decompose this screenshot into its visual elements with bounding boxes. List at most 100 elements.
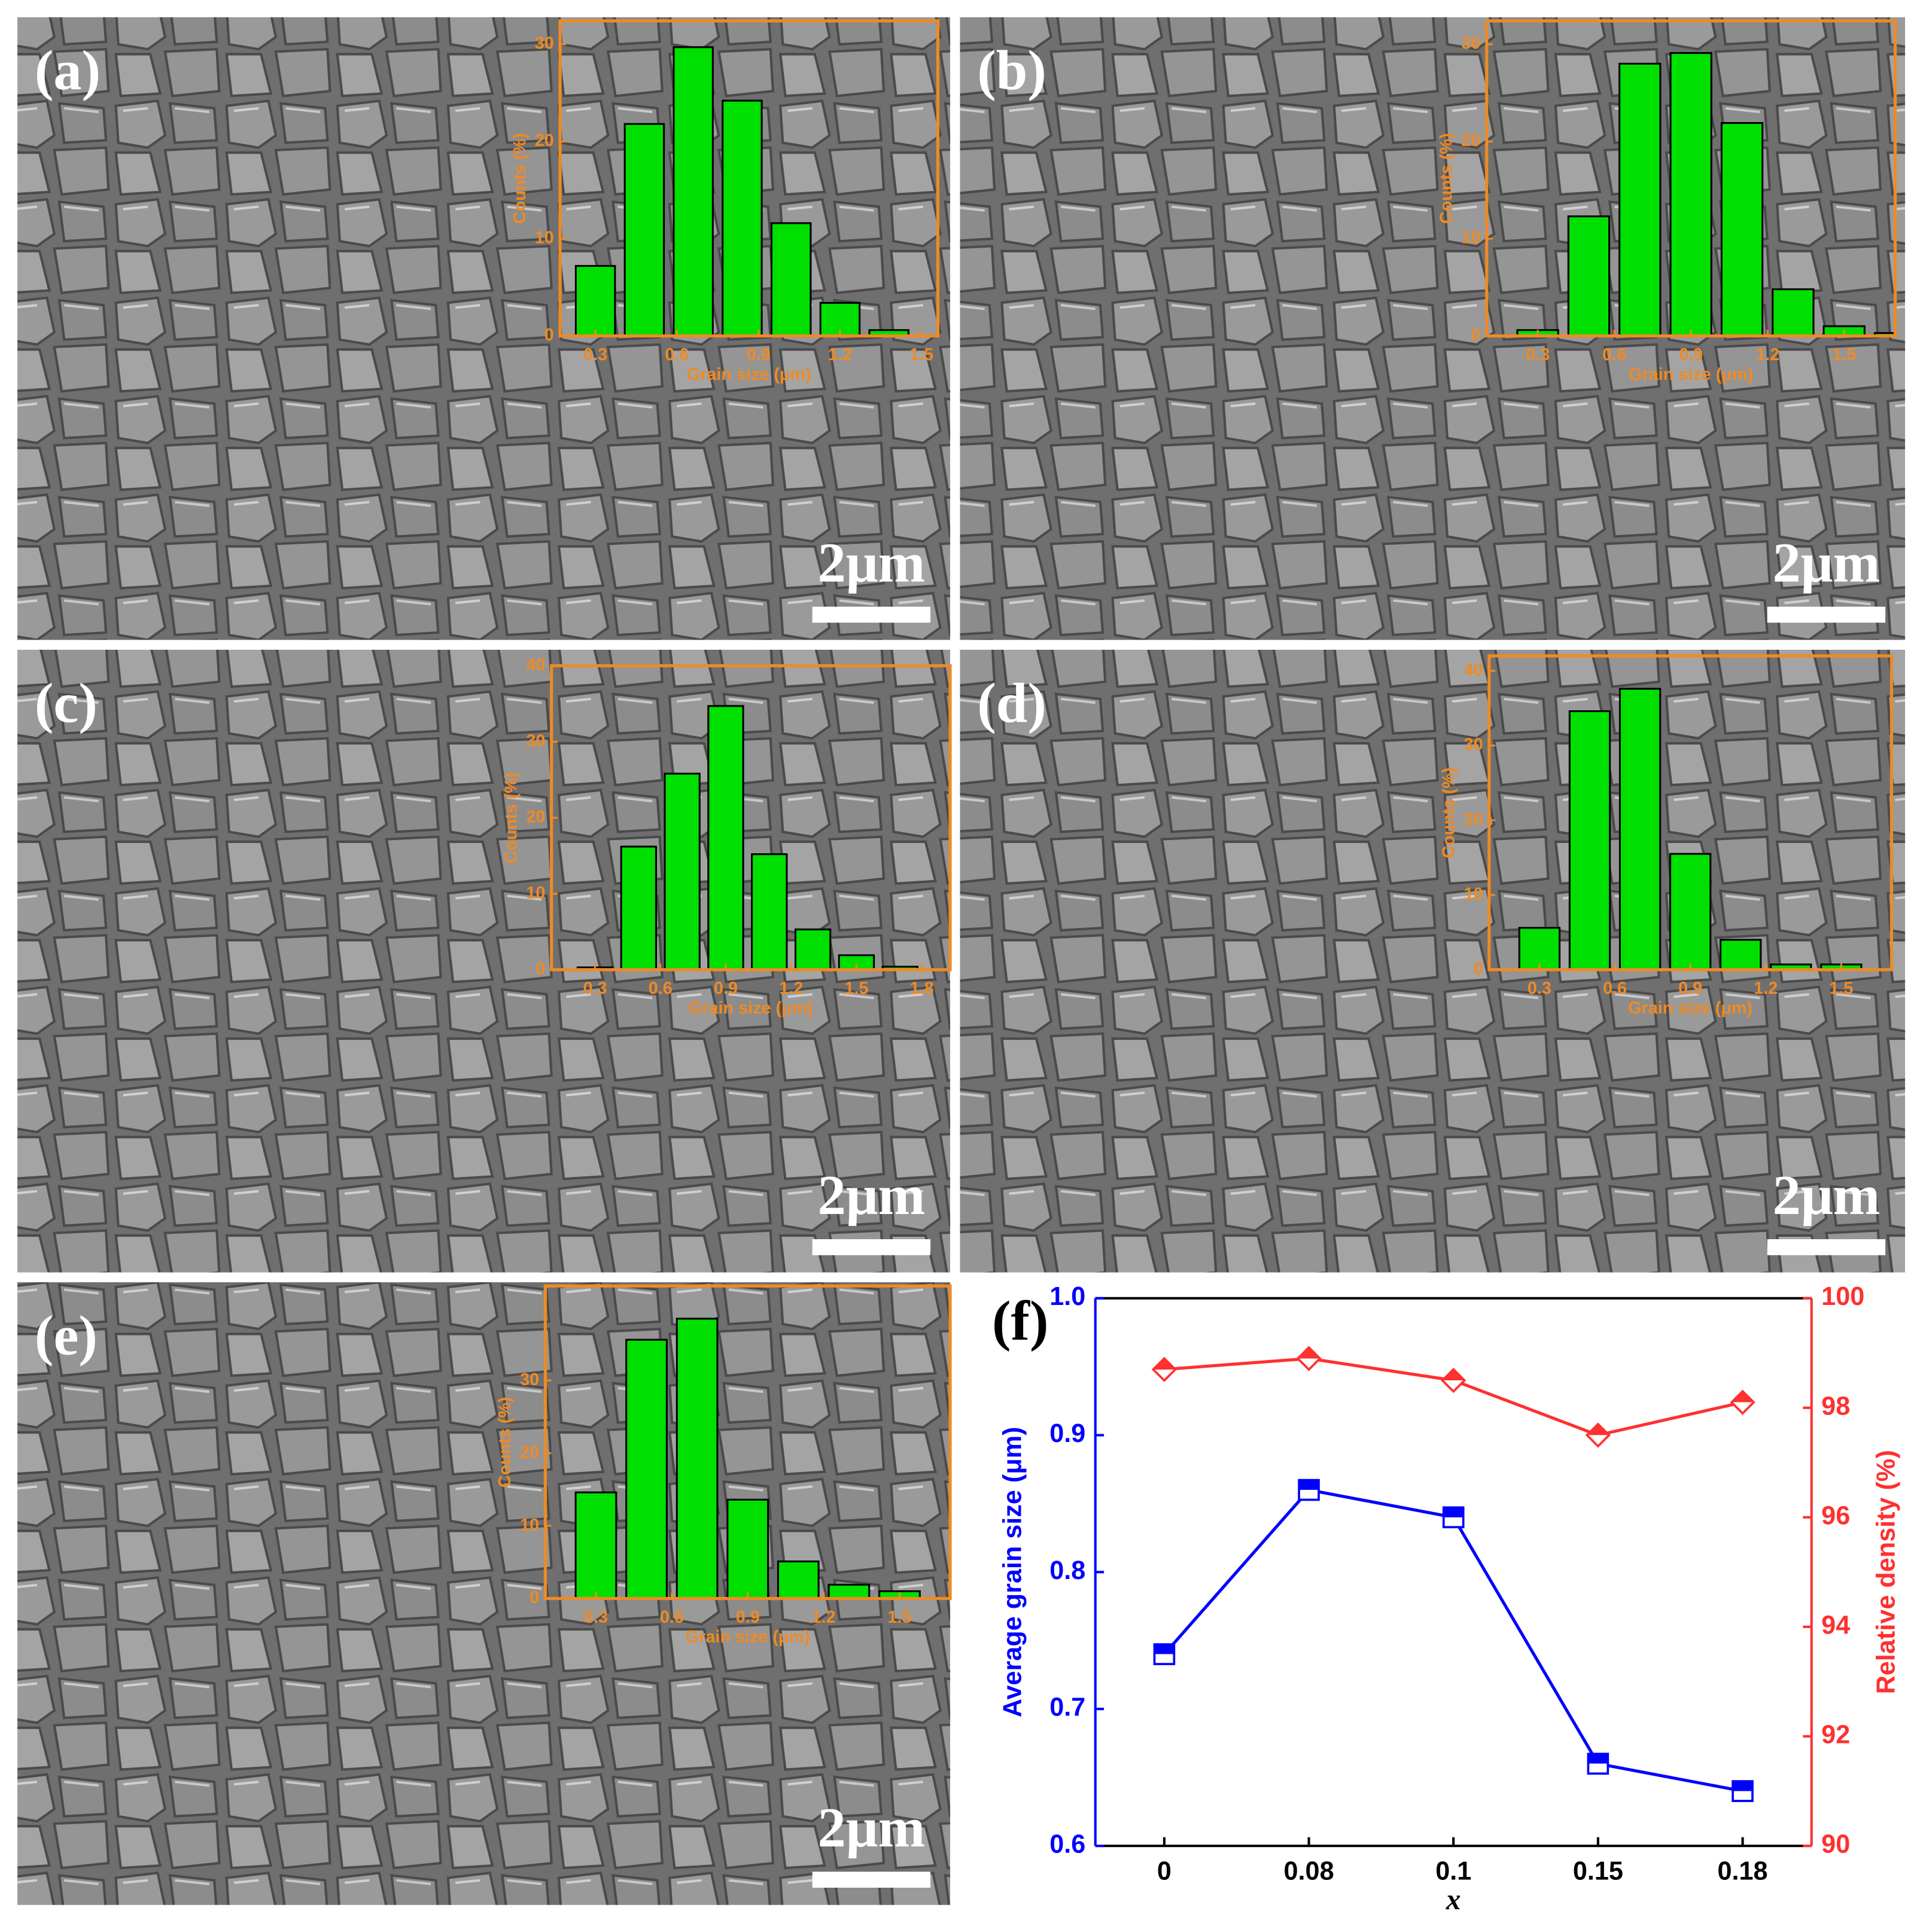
histogram-bars [1518, 687, 1863, 970]
y-tick-label: 30 [1461, 34, 1480, 53]
bar [770, 222, 812, 336]
marker [1730, 1389, 1755, 1415]
y-tick-label: 0.8 [1049, 1556, 1085, 1585]
bar [574, 264, 616, 336]
y2-tick-label: 92 [1821, 1720, 1850, 1749]
marker [1732, 1780, 1754, 1802]
bar [620, 845, 658, 970]
y-tick-label: 0 [535, 959, 545, 978]
marker [1298, 1478, 1320, 1501]
histogram-bars [576, 705, 918, 970]
scale-bar-label: 2μm [818, 1164, 926, 1227]
x-tick-label: 1.5 [844, 979, 868, 998]
bar [673, 46, 714, 336]
y-tick-label: 10 [535, 229, 554, 248]
y-tick-label: 0 [530, 1588, 539, 1607]
y-axis-label: Counts (%) [501, 772, 521, 863]
y-tick-label: 10 [526, 883, 545, 902]
panel-label: (b) [977, 39, 1046, 102]
x-tick-label: 0.6 [1603, 979, 1627, 998]
bar [827, 1584, 871, 1599]
x-tick-label: 0 [1157, 1857, 1172, 1886]
marker [1587, 1753, 1609, 1775]
y2-axis-label: Relative density (%) [1872, 1450, 1901, 1694]
y-tick-label: 0 [1471, 325, 1480, 345]
y-tick-label: 20 [1461, 131, 1480, 150]
x-tick-label: 0.3 [583, 345, 607, 364]
y-tick-label: 10 [1461, 229, 1480, 248]
x-axis-label: Grain size (μm) [1628, 999, 1752, 1018]
x-tick-label: 0.6 [1602, 345, 1626, 364]
scale-bar-label: 2μm [818, 532, 926, 594]
x-tick-label: 1.5 [1829, 979, 1853, 998]
bar [1567, 215, 1611, 336]
x-tick-label: 1.2 [828, 345, 852, 364]
x-tick-label: 0.15 [1573, 1857, 1623, 1886]
panel-label: (a) [35, 39, 101, 102]
x-tick-label: 0.3 [1526, 345, 1550, 364]
y-tick-label: 10 [520, 1516, 539, 1535]
panel-label: (e) [35, 1304, 98, 1367]
panel-label: (d) [977, 672, 1046, 734]
y-tick-label: 0.6 [1049, 1830, 1085, 1858]
bar [707, 705, 744, 970]
scale-bar-label: 2μm [1773, 1164, 1881, 1227]
x-tick-label: 1.8 [910, 979, 934, 998]
marker [1442, 1506, 1465, 1529]
bar [1772, 288, 1815, 336]
series-line [1163, 1488, 1743, 1793]
y-tick-label: 20 [535, 131, 554, 150]
x-tick-label: 0.9 [736, 1608, 760, 1627]
bar [1518, 927, 1561, 970]
y-tick-label: 0 [1474, 959, 1483, 978]
bar [1669, 52, 1712, 336]
x-tick-label: 1.5 [909, 345, 933, 364]
y-axis-label: Counts (%) [495, 1397, 515, 1488]
bar [1720, 122, 1764, 336]
y2-tick-label: 100 [1821, 1282, 1864, 1311]
bar [1618, 687, 1662, 970]
y-axis-label: Counts (%) [1437, 133, 1456, 224]
y-tick-label: 0.9 [1049, 1419, 1085, 1448]
x-tick-label: 0.3 [583, 979, 607, 998]
bar [751, 853, 788, 970]
x-tick-label: 0.18 [1718, 1857, 1768, 1886]
x-axis-label: Grain size (μm) [686, 1627, 810, 1647]
panel-label: (f) [992, 1290, 1049, 1352]
x-tick-label: 0.9 [714, 979, 738, 998]
y-tick-label: 1.0 [1049, 1282, 1085, 1311]
x-tick-label: 0.6 [649, 979, 673, 998]
marker [1151, 1356, 1177, 1382]
y-tick-label: 20 [520, 1443, 539, 1462]
panel-label: (c) [35, 672, 98, 734]
marker [1441, 1367, 1466, 1394]
scale-bar [812, 606, 931, 623]
bar [1568, 710, 1611, 970]
histogram-bars [574, 46, 909, 336]
histogram-bars [1516, 52, 1895, 336]
bar [838, 954, 875, 970]
x-tick-label: 0.9 [1678, 979, 1702, 998]
scale-bar-label: 2μm [1773, 532, 1881, 594]
marker [1585, 1422, 1611, 1448]
bar [722, 99, 763, 336]
sem-image [960, 649, 1906, 1273]
x-tick-label: 0.3 [1528, 979, 1551, 998]
y-tick-label: 20 [1464, 810, 1483, 829]
histogram-bars [574, 1318, 921, 1599]
bar [664, 772, 701, 970]
bar [1618, 62, 1662, 336]
bar [1720, 939, 1762, 970]
scale-bar [1767, 1239, 1886, 1255]
y-tick-label: 30 [520, 1370, 539, 1389]
x-tick-label: 0.6 [660, 1608, 684, 1627]
inset-frame [558, 19, 940, 338]
x-tick-label: 0.1 [1435, 1857, 1471, 1886]
x-axis-label: Grain size (μm) [1629, 365, 1753, 384]
y-tick-label: 40 [1464, 661, 1483, 680]
bar [726, 1498, 769, 1599]
y-tick-label: 20 [526, 807, 545, 826]
x-axis-label: Grain size (μm) [689, 999, 813, 1018]
scale-bar-label: 2μm [818, 1797, 926, 1859]
